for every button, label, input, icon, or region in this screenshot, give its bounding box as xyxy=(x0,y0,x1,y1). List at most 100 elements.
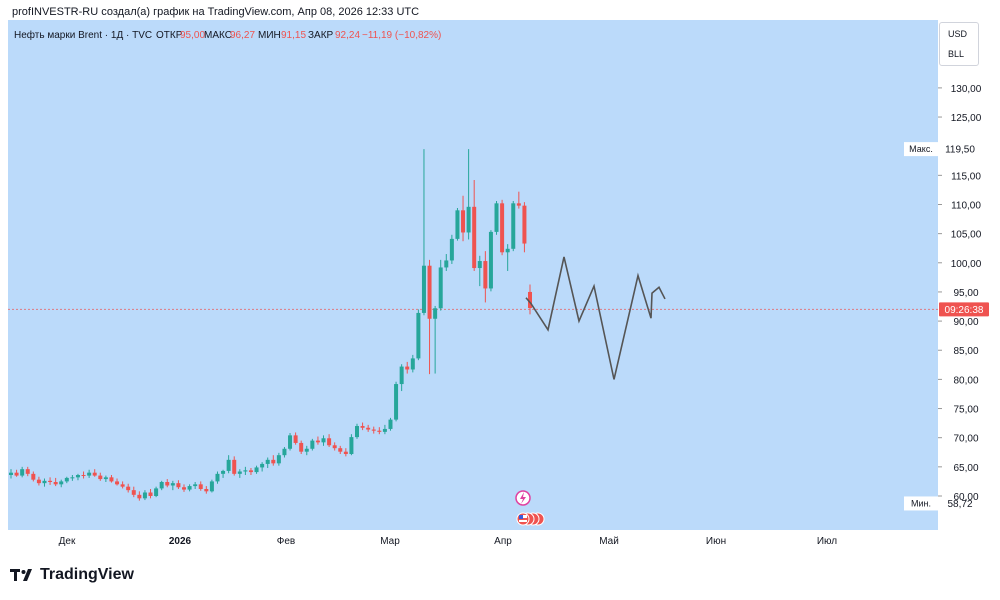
current-price-badge xyxy=(939,302,989,317)
currency-usd[interactable]: USD xyxy=(948,29,968,39)
candle xyxy=(343,448,348,457)
candle xyxy=(25,466,30,477)
x-tick-label: Июл xyxy=(817,536,837,547)
candle-body xyxy=(103,477,108,480)
candle xyxy=(416,309,421,361)
candle-body xyxy=(31,473,36,480)
candle xyxy=(410,354,415,373)
candle-body xyxy=(159,481,164,489)
legend-high-value: 96,27 xyxy=(230,30,255,41)
y-tick-label: 130,00 xyxy=(951,84,982,95)
candle xyxy=(182,484,186,492)
candle xyxy=(265,457,270,469)
min-label-box xyxy=(904,496,938,511)
legend-change: −11,19 (−10,82%) xyxy=(362,30,441,41)
candle xyxy=(500,199,505,256)
candle xyxy=(488,230,493,292)
candle xyxy=(276,452,281,466)
candle xyxy=(36,476,41,486)
x-tick-label: Май xyxy=(599,536,619,547)
candle-body xyxy=(92,472,97,476)
candle-body xyxy=(466,206,471,233)
candle-body xyxy=(75,475,80,478)
y-tick-label: 80,00 xyxy=(953,375,978,386)
candle xyxy=(388,417,393,431)
candle-body xyxy=(516,203,521,206)
candle xyxy=(170,480,175,491)
candle-body xyxy=(25,469,30,474)
y-tick-label: 90,00 xyxy=(953,317,978,328)
candle-body xyxy=(483,261,488,289)
candle-body xyxy=(500,203,505,253)
candle xyxy=(449,234,454,264)
event-flag-icon[interactable] xyxy=(516,512,545,526)
candle-body xyxy=(209,481,214,492)
tradingview-branding[interactable]: TradingView xyxy=(10,566,134,584)
currency-selector[interactable]: USD BLL xyxy=(939,22,979,66)
currency-bll[interactable]: BLL xyxy=(948,49,965,59)
candle xyxy=(42,478,47,487)
candle xyxy=(271,455,276,466)
candle xyxy=(215,471,220,484)
candle xyxy=(59,479,64,488)
candle-body xyxy=(182,487,186,490)
candle xyxy=(455,207,460,241)
candle xyxy=(204,486,209,494)
candle xyxy=(310,438,315,451)
candle xyxy=(377,427,382,435)
candle-body xyxy=(48,480,53,482)
candle-body xyxy=(221,470,226,474)
candle xyxy=(444,254,449,271)
candle xyxy=(20,466,25,478)
candle xyxy=(232,456,237,476)
candle xyxy=(338,445,343,455)
legend-low-value: 91,15 xyxy=(281,30,306,41)
candle-body xyxy=(327,438,332,446)
candle-body xyxy=(321,438,326,443)
candle xyxy=(209,479,214,493)
candle xyxy=(109,475,114,483)
candle-body xyxy=(176,483,181,488)
candle-body xyxy=(42,480,47,484)
candle xyxy=(221,469,226,478)
candle-body xyxy=(315,440,320,443)
price-chart[interactable]: Нефть марки Brent · 1Д · TVC ОТКР 95,00 … xyxy=(8,20,992,550)
candle-body xyxy=(254,467,259,473)
candle-body xyxy=(154,488,159,496)
max-label: Макс. xyxy=(909,144,933,154)
candle xyxy=(70,475,75,481)
tradingview-name: TradingView xyxy=(40,566,134,583)
candle xyxy=(198,481,203,491)
legend-low-label: МИН xyxy=(258,30,281,41)
candle-body xyxy=(170,483,175,486)
tradingview-logo-icon xyxy=(10,569,32,581)
candle xyxy=(438,259,443,311)
candle xyxy=(31,471,36,482)
candle xyxy=(260,462,265,472)
candle xyxy=(371,426,376,434)
candle xyxy=(14,469,19,477)
candle xyxy=(148,488,153,499)
candle-body xyxy=(204,488,209,492)
event-lightning-icon[interactable] xyxy=(515,490,531,506)
legend-symbol: Нефть марки Brent · 1Д · TVC xyxy=(14,29,152,41)
candle xyxy=(394,381,399,422)
candle-body xyxy=(461,210,466,233)
candle xyxy=(243,466,248,476)
candle-body xyxy=(142,492,147,499)
candle-body xyxy=(53,481,58,485)
max-value: 119,50 xyxy=(945,145,975,156)
candle xyxy=(176,480,181,489)
candle-body xyxy=(248,470,253,473)
candle-body xyxy=(371,429,376,431)
candle-body xyxy=(421,265,426,313)
candle xyxy=(472,180,477,271)
x-tick-label: Дек xyxy=(59,536,76,547)
candle xyxy=(131,486,136,498)
candle xyxy=(282,447,287,458)
candle-body xyxy=(505,248,510,253)
y-tick-label: 60,00 xyxy=(953,492,978,503)
candle-body xyxy=(226,459,231,471)
candle xyxy=(516,191,521,209)
candle xyxy=(115,478,120,486)
